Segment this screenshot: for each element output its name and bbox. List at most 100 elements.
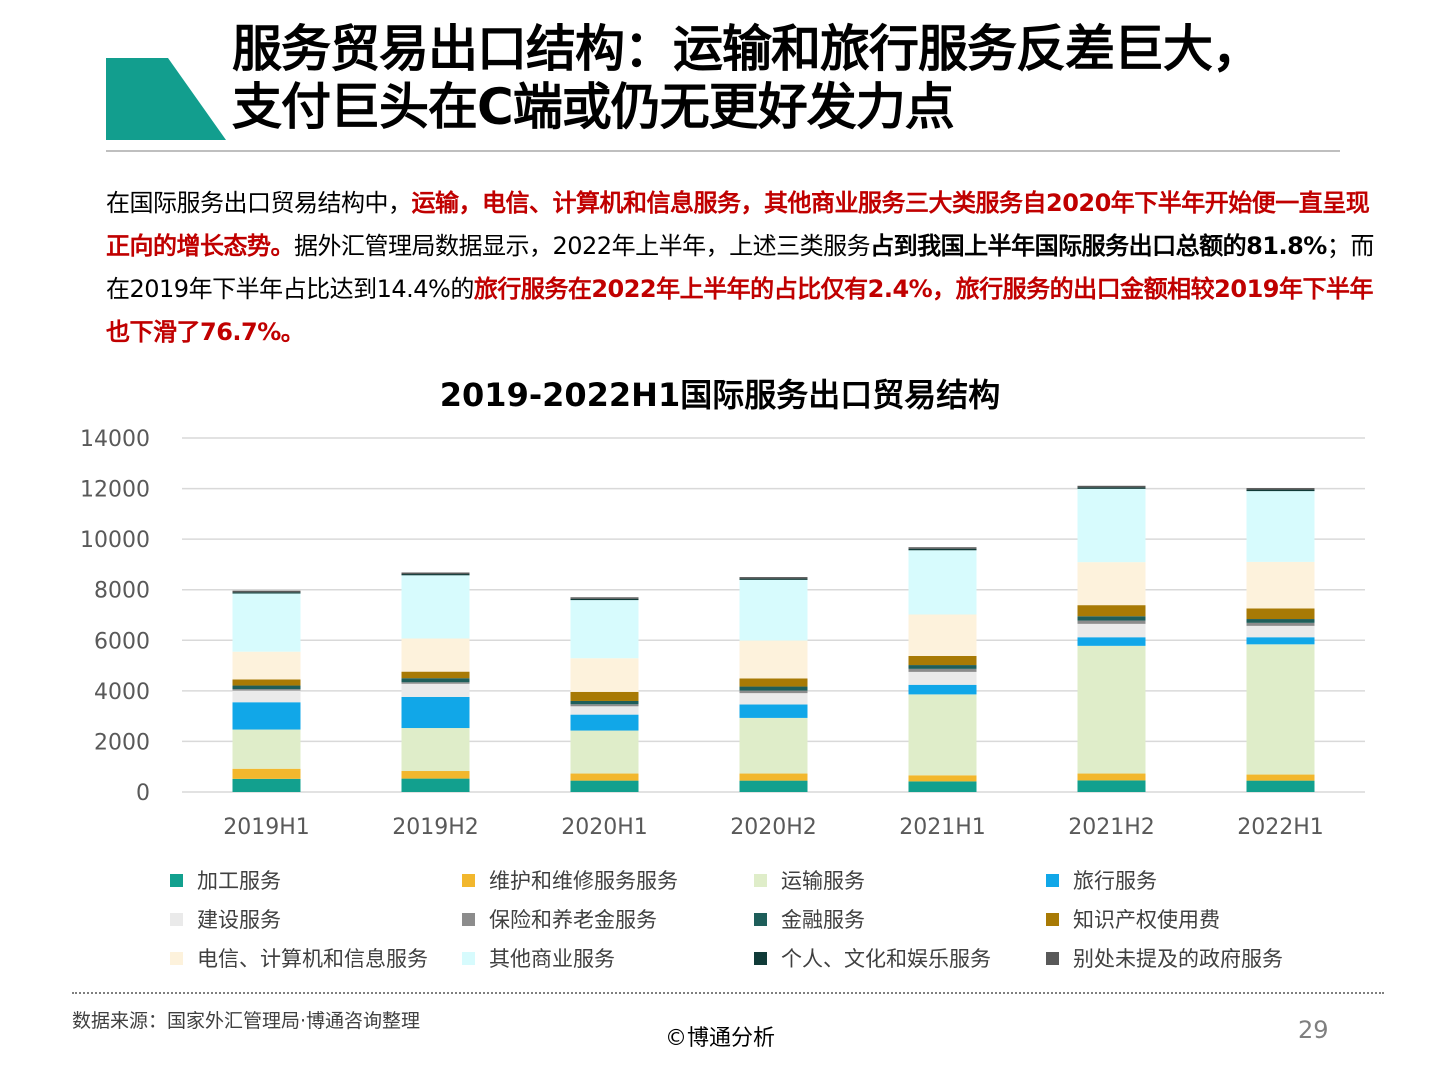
bar-segment [739, 693, 808, 705]
para-text-2: 据外汇管理局数据显示，2022年上半年，上述三类服务 [294, 232, 871, 260]
bar-segment [1246, 488, 1315, 490]
bar-segment [1246, 489, 1315, 492]
bar-segment [1077, 773, 1146, 781]
legend-swatch [170, 912, 183, 926]
legend-label: 旅行服务 [1073, 869, 1157, 893]
bar-segment [570, 714, 639, 731]
bar-segment [908, 671, 977, 685]
bar-segment [1246, 619, 1315, 623]
bar-segment [232, 778, 301, 792]
bar-segment [401, 728, 470, 772]
legend-item: 保险和养老金服务 [462, 904, 657, 934]
para-highlight-2: 占到我国上半年国际服务出口总额的81.8% [870, 232, 1327, 260]
bar-segment [1077, 620, 1146, 624]
para-text-3: ；而在2019年下半年占比达到14.4%的 [106, 232, 1374, 303]
para-highlight-3: 旅行服务在2022年上半年的占比仅有2.4%，旅行服务的出口金额相较2019年下… [106, 275, 1373, 346]
bar-segment [401, 683, 470, 697]
bar-segment [401, 696, 470, 729]
bar-segment [1077, 605, 1146, 617]
legend-item: 金融服务 [754, 904, 865, 934]
legend-label: 保险和养老金服务 [489, 908, 657, 932]
bar-segment [1077, 485, 1146, 488]
bar-segment [908, 655, 977, 666]
stacked-bar-chart: 0 2000 4000 6000 8000 10000 12000 14000 2019H1 20… [80, 427, 1365, 840]
bar-segment [570, 700, 639, 705]
legend-item: 加工服务 [170, 865, 281, 895]
x-tick-label: 2021H2 [1068, 815, 1155, 840]
summary-paragraph: 在国际服务出口贸易结构中，运输，电信、计算机和信息服务，其他商业服务三大类服务自… [106, 182, 1386, 354]
legend-label: 其他商业服务 [489, 947, 615, 971]
bar-segment [570, 730, 639, 774]
bar-segment [739, 780, 808, 792]
bar-segment [570, 773, 639, 781]
legend-item: 其他商业服务 [462, 943, 615, 973]
x-tick-label: 2020H1 [561, 815, 648, 840]
para-highlight-1: 运输，电信、计算机和信息服务，其他商业服务三大类服务自2020年下半年开始便一直… [106, 189, 1370, 260]
title-divider [106, 150, 1340, 152]
legend-item: 个人、文化和娱乐服务 [754, 943, 991, 973]
bar-segment [739, 690, 808, 694]
bar-segment [232, 690, 301, 703]
bar-segment [739, 678, 808, 687]
bar-segment [401, 678, 470, 683]
legend-swatch [1046, 873, 1059, 887]
legend-item: 知识产权使用费 [1046, 904, 1220, 934]
legend-item: 运输服务 [754, 865, 865, 895]
bar-segment [401, 574, 470, 576]
bar-segment [1077, 487, 1146, 489]
bar-segment [1077, 780, 1146, 792]
bar-segment [1246, 608, 1315, 620]
page-title-line2: 支付巨头在C端或仍无更好发力点 [232, 78, 955, 136]
bar-segment [739, 686, 808, 691]
bar-segment [1077, 645, 1146, 774]
bar-segment [232, 689, 301, 691]
bar-segment [739, 717, 808, 774]
bar-segment [739, 579, 808, 641]
bar-segment [1246, 625, 1315, 638]
bar-segment [232, 679, 301, 686]
bar-segment [739, 578, 808, 580]
y-tick-label: 4000 [94, 680, 150, 705]
legend-swatch [170, 951, 183, 965]
bar-segment [232, 593, 301, 652]
legend-item: 维护和维修服务服务 [462, 865, 678, 895]
bar-segment [1077, 616, 1146, 621]
legend-label: 知识产权使用费 [1073, 908, 1220, 932]
bar-segment [1246, 491, 1315, 562]
y-tick-label: 6000 [94, 629, 150, 654]
bar-segment [401, 572, 470, 575]
x-tick-label: 2020H2 [730, 815, 817, 840]
legend-label: 金融服务 [781, 908, 865, 932]
legend-label: 维护和维修服务服务 [489, 869, 678, 893]
legend-item: 旅行服务 [1046, 865, 1157, 895]
y-tick-label: 2000 [94, 730, 150, 755]
bar-segment [232, 592, 301, 594]
page-title: 服务贸易出口结构：运输和旅行服务反差巨大， 支付巨头在C端或仍无更好发力点 [232, 20, 1412, 136]
bar-segment [401, 671, 470, 679]
legend-swatch [170, 873, 183, 887]
legend-item: 别处未提及的政府服务 [1046, 943, 1283, 973]
bar-segment [401, 575, 470, 639]
bar-segment [908, 665, 977, 669]
bar-segment [908, 668, 977, 672]
bar-segment [739, 773, 808, 781]
bar-segment [908, 614, 977, 656]
legend-label: 个人、文化和娱乐服务 [781, 947, 991, 971]
bar-segment [232, 768, 301, 779]
legend-item: 建设服务 [170, 904, 281, 934]
title-accent-shape [106, 58, 226, 140]
source-note: 数据来源：国家外汇管理局·博通咨询整理 [72, 1010, 421, 1032]
legend-item: 电信、计算机和信息服务 [170, 943, 428, 973]
bar-segment [1246, 774, 1315, 781]
bar-segment [232, 651, 301, 680]
y-tick-label: 8000 [94, 579, 150, 604]
y-tick-label: 0 [136, 781, 150, 806]
bar-segment [1077, 562, 1146, 606]
para-text-1: 在国际服务出口贸易结构中， [106, 189, 412, 217]
legend-label: 电信、计算机和信息服务 [197, 947, 428, 971]
legend-label: 建设服务 [197, 908, 281, 932]
bar-segment [908, 775, 977, 782]
legend-label: 加工服务 [197, 869, 281, 893]
bar-segment [232, 685, 301, 690]
bar-segment [1077, 488, 1146, 563]
